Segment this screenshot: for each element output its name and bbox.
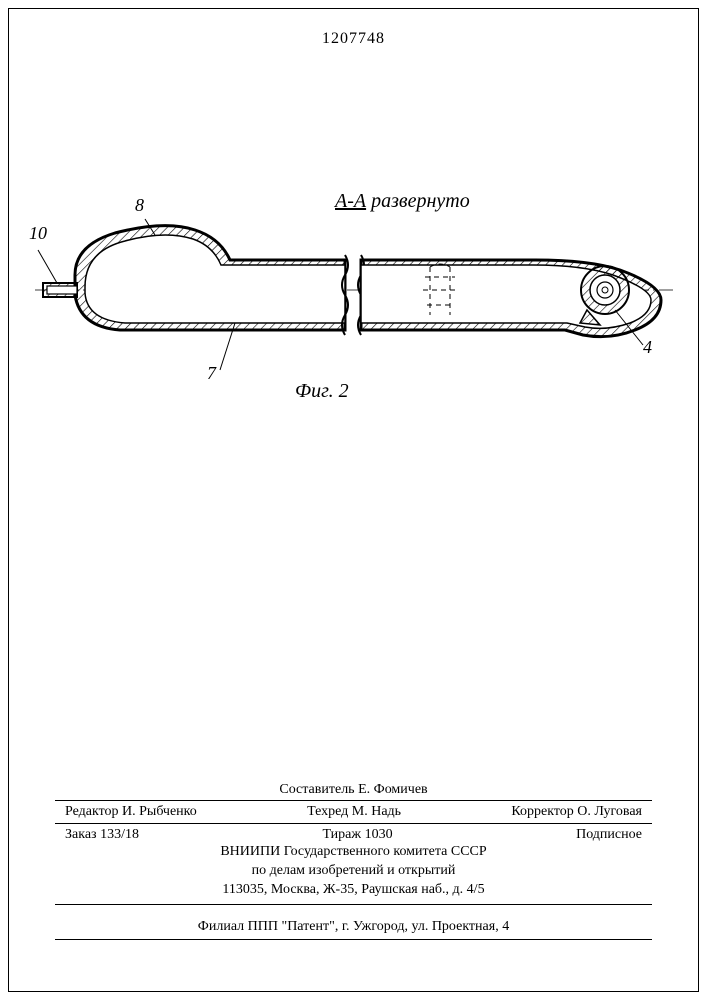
proof-label: Корректор bbox=[511, 804, 573, 819]
compiler-name: Е. Фомичев bbox=[358, 782, 428, 797]
figure-svg bbox=[35, 215, 675, 395]
tech: Техред М. Надь bbox=[307, 804, 401, 820]
filial-line: Филиал ППП "Патент", г. Ужгород, ул. Про… bbox=[55, 915, 652, 940]
org-line1: ВНИИПИ Государственного комитета СССР bbox=[55, 843, 652, 862]
org-address: 113035, Москва, Ж-35, Раушская наб., д. … bbox=[55, 881, 652, 900]
imprint-org: ВНИИПИ Государственного комитета СССР по… bbox=[55, 843, 652, 905]
callout-4: 4 bbox=[643, 337, 652, 358]
org-line2: по делам изобретений и открытий bbox=[55, 862, 652, 881]
imprint-compiler-row: Составитель Е. Фомичев bbox=[55, 778, 652, 801]
proof-name: О. Луговая bbox=[577, 804, 642, 819]
editor-name: И. Рыбченко bbox=[122, 804, 197, 819]
proof: Корректор О. Луговая bbox=[511, 804, 642, 820]
order-value: 133/18 bbox=[100, 827, 139, 842]
section-aa: А-А bbox=[335, 190, 366, 212]
document-number: 1207748 bbox=[0, 30, 707, 48]
figure-2: 10 8 7 4 bbox=[35, 215, 675, 395]
section-text: развернуто bbox=[371, 190, 470, 212]
circulation-label: Тираж bbox=[322, 827, 361, 842]
callout-7: 7 bbox=[207, 363, 216, 384]
callout-10: 10 bbox=[29, 223, 47, 244]
tech-name: М. Надь bbox=[352, 804, 401, 819]
section-view-label: А-А развернуто bbox=[335, 190, 470, 213]
order: Заказ 133/18 bbox=[65, 827, 139, 843]
imprint-block: Составитель Е. Фомичев Редактор И. Рыбче… bbox=[55, 778, 652, 905]
imprint-order-row: Заказ 133/18 Тираж 1030 Подписное bbox=[55, 824, 652, 843]
circulation-value: 1030 bbox=[365, 827, 393, 842]
editor-label: Редактор bbox=[65, 804, 119, 819]
tech-label: Техред bbox=[307, 804, 348, 819]
figure-caption: Фиг. 2 bbox=[295, 380, 349, 403]
circulation: Тираж 1030 bbox=[322, 827, 392, 843]
order-label: Заказ bbox=[65, 827, 97, 842]
editor: Редактор И. Рыбченко bbox=[65, 804, 197, 820]
imprint-staff-row: Редактор И. Рыбченко Техред М. Надь Корр… bbox=[55, 801, 652, 824]
compiler-label: Составитель bbox=[279, 782, 354, 797]
callout-8: 8 bbox=[135, 195, 144, 216]
subscription: Подписное bbox=[576, 827, 642, 843]
